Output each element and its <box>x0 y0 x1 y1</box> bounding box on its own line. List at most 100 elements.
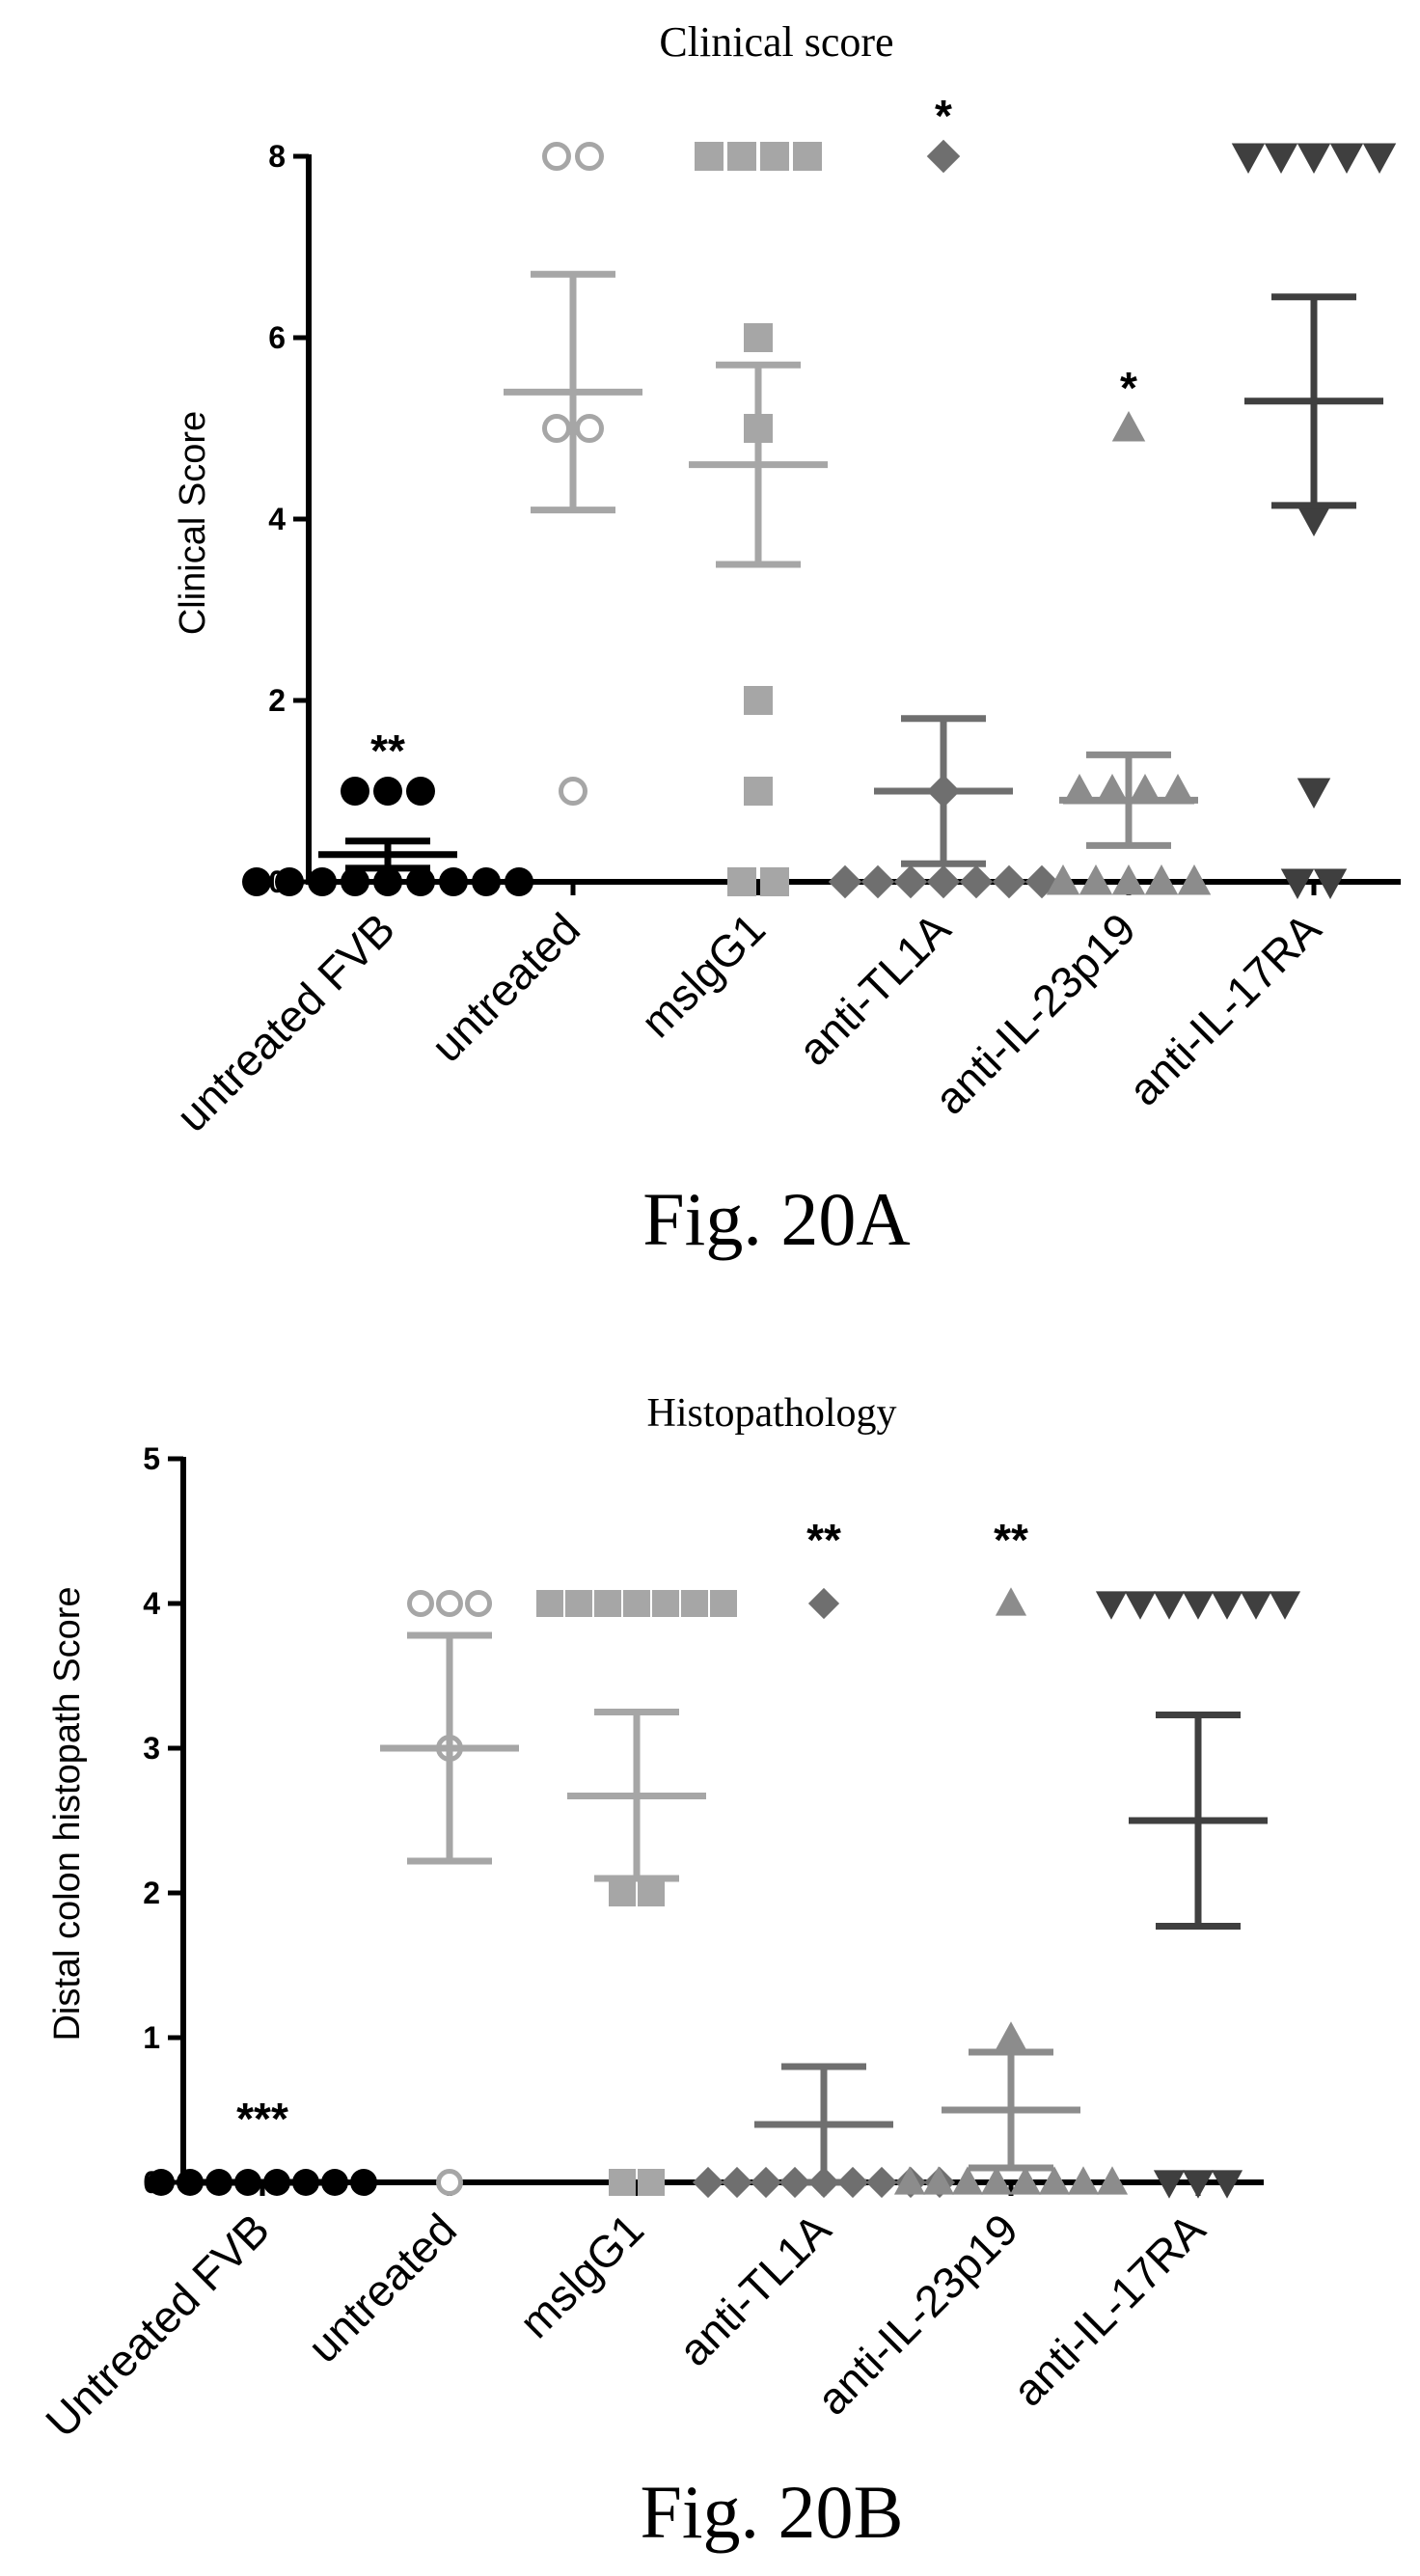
chart-b-data-point <box>721 2166 753 2199</box>
chart-a-data-point <box>1062 774 1097 805</box>
chart-a-data-point <box>1264 143 1298 174</box>
chart-a-data-point <box>472 867 501 896</box>
chart-a-data-point <box>1144 864 1179 895</box>
chart-b-data-point <box>710 1590 737 1617</box>
chart-b-category-label: untreated <box>298 2204 466 2371</box>
chart-b-data-point <box>1240 1591 1272 1620</box>
chart-a-series-5 <box>1231 143 1397 899</box>
chart-b-category-label: mslgG1 <box>509 2204 653 2347</box>
panel-clinical-score: Clinical score Fig. 20A Clinical Score 0… <box>167 18 1401 1261</box>
chart-a-data-point <box>893 864 928 899</box>
chart-a-category-label: anti-TL1A <box>788 903 960 1075</box>
chart-a-data-point <box>760 867 789 896</box>
chart-b-data-point <box>436 2169 463 2196</box>
chart-a-data-point <box>542 414 571 443</box>
chart-b-data-point <box>951 2166 984 2195</box>
chart-a-data-point <box>505 867 533 896</box>
chart-a-data-point <box>575 414 604 443</box>
chart-b-series-0: *** <box>148 2094 377 2196</box>
chart-b-data-point <box>995 1587 1027 1616</box>
chart-b-y-axis-label: Distal colon histopath Score <box>47 1586 88 2041</box>
chart-a-data-point <box>1111 864 1146 895</box>
chart-b-data-point <box>681 1590 708 1617</box>
chart-a-data-point <box>695 142 724 171</box>
chart-b-data-point <box>807 1587 840 1620</box>
chart-b-data-point <box>148 2169 175 2196</box>
chart-a-data-point <box>1297 506 1331 536</box>
chart-b-title: Histopathology <box>647 1391 897 1436</box>
chart-a-series-2 <box>689 142 828 896</box>
chart-b-data-point <box>350 2169 377 2196</box>
chart-b-data-point <box>750 2166 782 2199</box>
chart-b-data-point <box>1182 1591 1215 1620</box>
chart-b-data-point <box>893 2166 926 2195</box>
panel-histopathology: Histopathology Fig. 20B Distal colon his… <box>36 1391 1301 2554</box>
chart-a-category-label: untreated FVB <box>167 903 405 1141</box>
chart-a-data-point <box>575 142 604 171</box>
chart-b-data-point <box>692 2166 724 2199</box>
chart-b-data-point <box>865 2166 898 2199</box>
chart-a-significance-label: * <box>1120 363 1137 413</box>
chart-a-data-point <box>992 864 1026 899</box>
chart-a-data-point <box>1095 774 1130 805</box>
chart-a-data-point <box>1297 778 1331 808</box>
chart-a-data-point <box>1111 411 1146 442</box>
chart-a-data-point <box>1046 864 1080 895</box>
chart-a-data-point <box>1280 868 1315 899</box>
chart-a-data-point <box>860 864 895 899</box>
chart-a-data-point <box>744 323 773 352</box>
chart-a-data-point <box>1329 143 1364 174</box>
chart-a-category-label: anti-IL-23p19 <box>925 903 1145 1123</box>
chart-b-series-2 <box>536 1590 737 2196</box>
chart-a-data-point <box>406 867 435 896</box>
chart-a-data-point <box>308 867 337 896</box>
chart-b-y-tick-label: 5 <box>143 1441 160 1476</box>
chart-a-data-point <box>1079 864 1113 895</box>
chart-a-series-3: * <box>828 91 1059 899</box>
chart-b-category-label: anti-TL1A <box>669 2204 840 2375</box>
chart-b-series-5 <box>1095 1591 1301 2199</box>
chart-a-data-point <box>341 777 369 806</box>
chart-b-data-point <box>980 2166 1013 2195</box>
chart-b-series-4: ** <box>893 1515 1129 2195</box>
chart-b-y-tick-label: 1 <box>143 2020 160 2055</box>
chart-a-data-point <box>559 777 587 806</box>
chart-b-data-point <box>652 1590 679 1617</box>
chart-a-data-point <box>1161 774 1195 805</box>
chart-a-y-tick-label: 4 <box>268 502 286 536</box>
chart-a-data-point <box>1231 143 1266 174</box>
chart-b-data-point <box>536 1590 563 1617</box>
chart-a-data-point <box>744 686 773 715</box>
chart-b-data-point <box>1182 2170 1215 2199</box>
chart-b-data-point <box>436 1590 463 1617</box>
chart-a-data-point <box>1362 143 1397 174</box>
chart-b-data-point <box>609 2169 636 2196</box>
chart-a-data-point <box>926 864 961 899</box>
chart-a-data-point <box>1128 774 1162 805</box>
chart-b-significance-label: *** <box>236 2094 288 2144</box>
chart-a-y-axis-label: Clinical Score <box>173 411 213 635</box>
chart-b-data-point <box>465 1590 492 1617</box>
chart-a-data-point <box>959 864 994 899</box>
chart-a-y-tick-label: 6 <box>268 320 286 355</box>
chart-b-y-tick-label: 2 <box>143 1876 160 1910</box>
chart-a-data-point <box>439 867 468 896</box>
chart-b-data-point <box>1009 2166 1042 2195</box>
chart-b-data-point <box>1153 1591 1186 1620</box>
chart-b-data-point <box>638 1879 665 1906</box>
chart-b-category-label: anti-IL-17RA <box>1003 2204 1215 2416</box>
chart-a-data-point <box>275 867 304 896</box>
chart-b-data-point <box>609 1879 636 1906</box>
chart-a-data-point <box>1177 864 1212 895</box>
chart-b-data-point <box>565 1590 592 1617</box>
chart-a-data-point <box>1313 868 1348 899</box>
chart-b-category-label: anti-IL-23p19 <box>807 2204 1027 2424</box>
chart-b-series-1 <box>380 1590 519 2196</box>
chart-a-category-label: mslgG1 <box>631 903 775 1047</box>
chart-b-significance-label: ** <box>806 1515 841 1565</box>
chart-b-data-point <box>922 2166 955 2195</box>
chart-b-data-point <box>1124 1591 1157 1620</box>
chart-b-data-point <box>594 1590 621 1617</box>
chart-b-caption: Fig. 20B <box>640 2470 903 2554</box>
